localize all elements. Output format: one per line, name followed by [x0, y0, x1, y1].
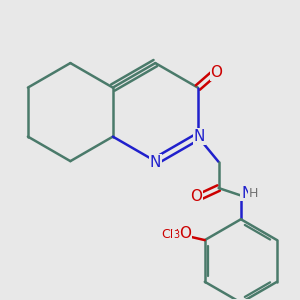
Text: N: N — [150, 155, 161, 170]
Text: O: O — [190, 190, 202, 205]
Text: N: N — [194, 129, 205, 144]
Text: N: N — [241, 186, 253, 201]
Text: O: O — [179, 226, 191, 241]
Text: O: O — [211, 65, 223, 80]
Text: CH: CH — [161, 228, 180, 241]
Text: 3: 3 — [173, 230, 179, 240]
Text: H: H — [249, 187, 258, 200]
